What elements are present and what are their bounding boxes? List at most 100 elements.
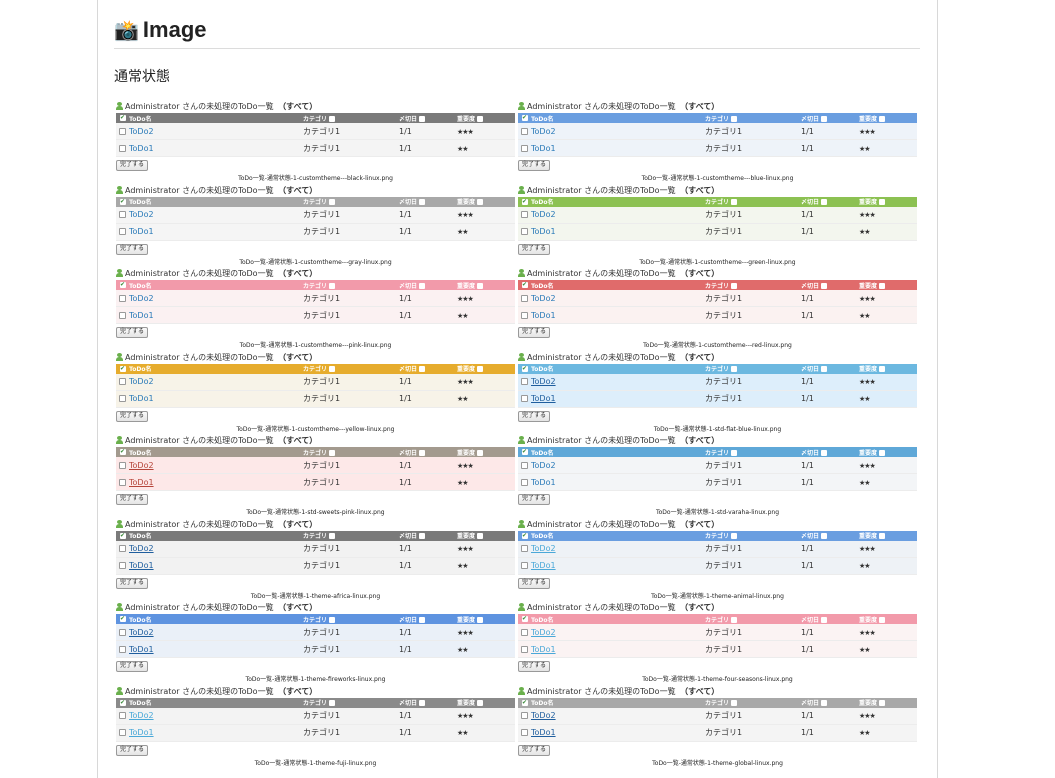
select-all-checkbox[interactable]: ✔	[119, 197, 126, 205]
select-all-checkbox[interactable]: ✔	[521, 364, 528, 372]
filter-label[interactable]: （すべて）	[278, 269, 318, 278]
filter-label[interactable]: （すべて）	[680, 352, 720, 362]
filter-label[interactable]: （すべて）	[278, 686, 318, 696]
chevron-down-icon[interactable]	[477, 616, 484, 623]
col-header-importance[interactable]: 重要度	[457, 616, 476, 624]
row-checkbox[interactable]	[119, 461, 126, 469]
col-header-category[interactable]: カテゴリ	[705, 199, 730, 206]
filter-label[interactable]: （すべて）	[680, 102, 720, 111]
filter-label[interactable]: （すべて）	[680, 436, 720, 445]
col-header-category[interactable]: カテゴリ	[705, 700, 730, 707]
col-header-name[interactable]: ToDo名	[129, 199, 152, 206]
select-all-checkbox[interactable]: ✔	[521, 281, 528, 288]
select-all-checkbox[interactable]: ✔	[521, 197, 528, 205]
complete-button[interactable]: 完了する	[518, 410, 551, 422]
row-checkbox[interactable]	[521, 311, 528, 319]
col-header-category[interactable]: カテゴリ	[705, 449, 730, 457]
col-header-importance[interactable]: 重要度	[457, 700, 476, 707]
row-checkbox[interactable]	[521, 395, 528, 402]
row-checkbox[interactable]	[119, 127, 126, 135]
todo-link[interactable]: ToDo2	[129, 544, 154, 553]
todo-link[interactable]: ToDo2	[129, 126, 154, 136]
todo-link[interactable]: ToDo2	[129, 210, 154, 219]
todo-link[interactable]: ToDo1	[129, 227, 154, 236]
chevron-down-icon[interactable]	[731, 533, 738, 539]
todo-link[interactable]: ToDo2	[531, 627, 556, 637]
col-header-category[interactable]: カテゴリ	[303, 700, 328, 707]
row-checkbox[interactable]	[119, 378, 126, 385]
col-header-name[interactable]: ToDo名	[129, 282, 152, 290]
chevron-down-icon[interactable]	[879, 449, 886, 456]
filter-label[interactable]: （すべて）	[278, 603, 318, 612]
col-header-due[interactable]: 〆切日	[399, 366, 418, 373]
chevron-down-icon[interactable]	[731, 616, 738, 623]
chevron-down-icon[interactable]	[419, 199, 426, 205]
col-header-importance[interactable]: 重要度	[457, 199, 476, 206]
col-header-importance[interactable]: 重要度	[859, 700, 878, 707]
todo-link[interactable]: ToDo1	[531, 644, 556, 654]
todo-link[interactable]: ToDo1	[531, 227, 556, 236]
row-checkbox[interactable]	[521, 562, 528, 569]
col-header-name[interactable]: ToDo名	[129, 366, 152, 373]
chevron-down-icon[interactable]	[821, 533, 828, 539]
row-checkbox[interactable]	[119, 545, 126, 552]
row-checkbox[interactable]	[521, 729, 528, 736]
chevron-down-icon[interactable]	[731, 282, 738, 289]
todo-link[interactable]: ToDo2	[531, 377, 556, 386]
complete-button[interactable]: 完了する	[116, 410, 149, 422]
select-all-checkbox[interactable]: ✔	[119, 114, 126, 121]
chevron-down-icon[interactable]	[879, 616, 886, 623]
todo-link[interactable]: ToDo1	[531, 561, 556, 570]
col-header-due[interactable]: 〆切日	[399, 282, 418, 290]
row-checkbox[interactable]	[119, 729, 126, 736]
col-header-category[interactable]: カテゴリ	[303, 199, 328, 206]
col-header-name[interactable]: ToDo名	[531, 449, 554, 457]
row-checkbox[interactable]	[521, 144, 528, 152]
col-header-category[interactable]: カテゴリ	[705, 115, 730, 123]
select-all-checkbox[interactable]: ✔	[119, 615, 126, 622]
col-header-category[interactable]: カテゴリ	[705, 616, 730, 624]
chevron-down-icon[interactable]	[419, 449, 426, 456]
chevron-down-icon[interactable]	[477, 700, 484, 706]
chevron-down-icon[interactable]	[821, 366, 828, 372]
chevron-down-icon[interactable]	[329, 282, 336, 289]
col-header-importance[interactable]: 重要度	[457, 533, 476, 540]
col-header-name[interactable]: ToDo名	[129, 616, 152, 624]
complete-button[interactable]: 完了する	[518, 243, 551, 255]
row-checkbox[interactable]	[521, 545, 528, 552]
chevron-down-icon[interactable]	[329, 700, 336, 706]
complete-button[interactable]: 完了する	[518, 160, 551, 171]
complete-button[interactable]: 完了する	[116, 327, 149, 338]
chevron-down-icon[interactable]	[477, 449, 484, 456]
row-checkbox[interactable]	[521, 228, 528, 235]
chevron-down-icon[interactable]	[821, 616, 828, 623]
col-header-due[interactable]: 〆切日	[801, 282, 820, 290]
col-header-name[interactable]: ToDo名	[531, 199, 554, 206]
select-all-checkbox[interactable]: ✔	[521, 114, 528, 121]
chevron-down-icon[interactable]	[329, 366, 336, 372]
col-header-importance[interactable]: 重要度	[859, 115, 878, 123]
chevron-down-icon[interactable]	[879, 199, 886, 205]
complete-button[interactable]: 完了する	[518, 744, 551, 756]
todo-link[interactable]: ToDo2	[531, 126, 556, 136]
row-checkbox[interactable]	[521, 127, 528, 135]
todo-link[interactable]: ToDo1	[129, 728, 154, 737]
select-all-checkbox[interactable]: ✔	[521, 698, 528, 706]
filter-label[interactable]: （すべて）	[278, 519, 318, 529]
col-header-category[interactable]: カテゴリ	[705, 533, 730, 540]
todo-link[interactable]: ToDo1	[129, 477, 154, 487]
todo-link[interactable]: ToDo2	[129, 711, 154, 720]
chevron-down-icon[interactable]	[731, 115, 738, 122]
col-header-importance[interactable]: 重要度	[457, 449, 476, 457]
complete-button[interactable]: 完了する	[116, 577, 149, 589]
chevron-down-icon[interactable]	[821, 700, 828, 706]
row-checkbox[interactable]	[521, 712, 528, 719]
col-header-importance[interactable]: 重要度	[859, 199, 878, 206]
todo-link[interactable]: ToDo2	[129, 377, 154, 386]
col-header-category[interactable]: カテゴリ	[303, 449, 328, 457]
row-checkbox[interactable]	[521, 294, 528, 302]
col-header-name[interactable]: ToDo名	[129, 700, 152, 707]
todo-link[interactable]: ToDo1	[129, 310, 154, 320]
col-header-category[interactable]: カテゴリ	[303, 616, 328, 624]
col-header-due[interactable]: 〆切日	[801, 199, 820, 206]
